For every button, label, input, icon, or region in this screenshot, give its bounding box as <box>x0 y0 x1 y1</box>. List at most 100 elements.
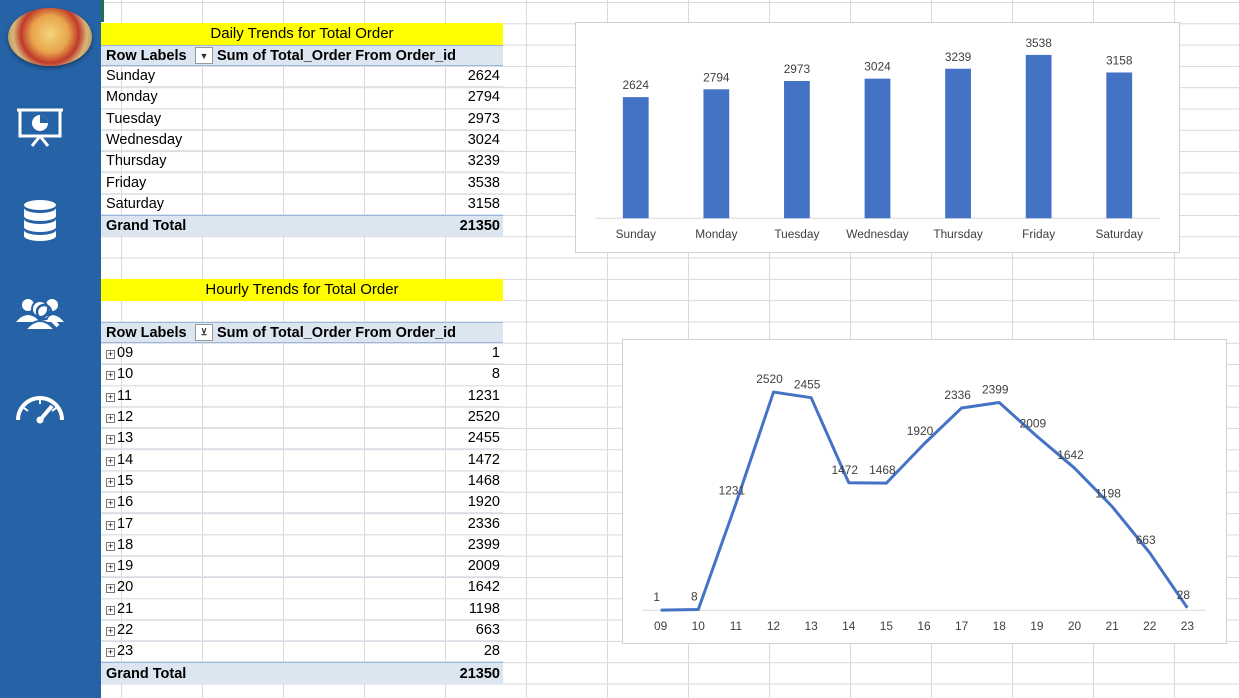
filter-active-icon[interactable]: ⊻ <box>195 324 213 341</box>
tick-label: 22 <box>1143 619 1157 633</box>
data-label: 2794 <box>703 70 730 84</box>
bar <box>622 97 649 219</box>
expand-icon[interactable]: + <box>106 349 115 360</box>
row-label: Friday <box>106 174 147 191</box>
table-row[interactable]: +23 28 <box>101 641 503 663</box>
table-row[interactable]: Thursday 3239 <box>101 151 503 173</box>
tick-label: 16 <box>917 619 931 633</box>
bar <box>703 89 730 219</box>
tick-label: 10 <box>692 619 706 633</box>
table-row[interactable]: Sunday 2624 <box>101 66 503 88</box>
grand-total-label: Grand Total <box>106 218 187 235</box>
daily-bar-chart[interactable]: 2624 Sunday 2794 Monday 2973 Tuesday 3024 Wedne… <box>575 22 1180 253</box>
expand-icon[interactable]: + <box>106 583 115 594</box>
expand-icon[interactable]: + <box>106 391 115 402</box>
table-row[interactable]: +13 2455 <box>101 428 503 450</box>
table-row[interactable]: +10 8 <box>101 364 503 386</box>
table-row[interactable]: +19 2009 <box>101 556 503 578</box>
row-labels-header: Row Labels <box>106 324 187 341</box>
row-labels-header: Row Labels <box>106 47 187 64</box>
table-row[interactable]: +12 2520 <box>101 407 503 429</box>
data-label: 1472 <box>832 463 859 477</box>
speedometer-icon[interactable] <box>14 386 66 430</box>
value-header: Sum of Total_Order From Order_id <box>217 47 457 64</box>
table-row[interactable]: +15 1468 <box>101 471 503 493</box>
expand-icon[interactable]: + <box>106 476 115 487</box>
expand-icon[interactable]: + <box>106 413 115 424</box>
presentation-chart-icon[interactable] <box>14 104 66 148</box>
table-row[interactable]: +20 1642 <box>101 577 503 599</box>
row-label: Saturday <box>106 195 165 212</box>
row-value: 1231 <box>467 387 500 404</box>
hourly-line-chart[interactable]: 1 09 8 10 1231 11 2520 12 2455 13 1472 14 1468 15 1920… <box>622 339 1227 644</box>
daily-pivot-table[interactable]: Daily Trends for Total Order Row Labels … <box>101 23 503 237</box>
expand-icon[interactable]: + <box>106 562 115 573</box>
grand-total-row: Grand Total 21350 <box>101 215 503 237</box>
table-row[interactable]: +21 1198 <box>101 599 503 620</box>
row-value: 2520 <box>467 409 500 426</box>
daily-table-header: Row Labels ▼ Sum of Total_Order From Ord… <box>101 45 503 66</box>
row-value: 3239 <box>467 153 500 170</box>
table-row[interactable]: +14 1472 <box>101 449 503 471</box>
data-label: 28 <box>1177 588 1191 602</box>
row-value: 1198 <box>468 600 500 617</box>
row-label: +09 <box>106 345 134 362</box>
expand-icon[interactable]: + <box>106 626 115 636</box>
expand-icon[interactable]: + <box>106 370 115 381</box>
row-value: 8 <box>491 366 500 383</box>
expand-icon[interactable]: + <box>106 498 115 509</box>
row-label: Tuesday <box>106 110 162 127</box>
data-label: 2399 <box>982 383 1009 397</box>
row-value: 2009 <box>467 558 500 575</box>
tick-label: 21 <box>1105 619 1119 633</box>
tick-label: 20 <box>1068 619 1082 633</box>
data-label: 3158 <box>1106 54 1133 68</box>
grand-total-value: 21350 <box>459 665 500 682</box>
database-icon[interactable] <box>14 198 66 242</box>
hourly-pivot-table[interactable]: Hourly Trends for Total Order Row Labels… <box>101 279 503 684</box>
data-label: 663 <box>1136 533 1156 547</box>
expand-icon[interactable]: + <box>106 604 115 615</box>
row-label: Thursday <box>106 153 167 170</box>
tick-label: 14 <box>842 619 856 633</box>
users-icon[interactable] <box>14 292 66 336</box>
data-label: 3024 <box>864 60 891 74</box>
expand-icon[interactable]: + <box>106 519 115 530</box>
table-row[interactable]: +11 1231 <box>101 386 503 407</box>
expand-icon[interactable]: + <box>106 434 115 445</box>
row-value: 2336 <box>467 515 500 532</box>
data-label: 1468 <box>869 463 896 477</box>
table-row[interactable]: +17 2336 <box>101 513 503 535</box>
table-row[interactable]: Wednesday 3024 <box>101 130 503 152</box>
table-row[interactable]: +22 663 <box>101 620 503 642</box>
tick-label: Friday <box>1022 227 1055 241</box>
row-value: 3024 <box>467 132 500 149</box>
data-label: 1 <box>653 590 660 604</box>
hourly-table-header: Row Labels ⊻ Sum of Total_Order From Ord… <box>101 322 503 343</box>
tick-label: 23 <box>1181 619 1195 633</box>
expand-icon[interactable]: + <box>106 455 115 466</box>
expand-icon[interactable]: + <box>106 647 115 658</box>
line-chart-svg: 1098101231112520122455131472141468151920… <box>641 372 1207 633</box>
hourly-table-title: Hourly Trends for Total Order <box>101 279 503 301</box>
sidebar <box>0 0 101 698</box>
table-row[interactable]: Monday 2794 <box>101 87 503 109</box>
filter-dropdown-icon[interactable]: ▼ <box>195 47 213 64</box>
bar <box>1106 72 1133 219</box>
table-row[interactable]: Tuesday 2973 <box>101 109 503 130</box>
row-label: +20 <box>106 579 134 596</box>
table-row[interactable]: +09 1 <box>101 343 503 365</box>
table-row[interactable]: +18 2399 <box>101 535 503 556</box>
row-value: 1920 <box>467 494 500 511</box>
row-value: 1 <box>491 345 500 362</box>
expand-icon[interactable]: + <box>106 540 115 551</box>
table-row[interactable]: Saturday 3158 <box>101 194 503 216</box>
table-row[interactable]: +16 1920 <box>101 492 503 514</box>
tick-label: Tuesday <box>774 227 819 241</box>
data-label: 1642 <box>1057 448 1084 462</box>
data-label: 2520 <box>756 372 783 386</box>
tick-label: 13 <box>805 619 819 633</box>
table-row[interactable]: Friday 3538 <box>101 172 503 194</box>
active-cell-marker <box>101 0 104 22</box>
pizza-logo <box>8 8 92 66</box>
